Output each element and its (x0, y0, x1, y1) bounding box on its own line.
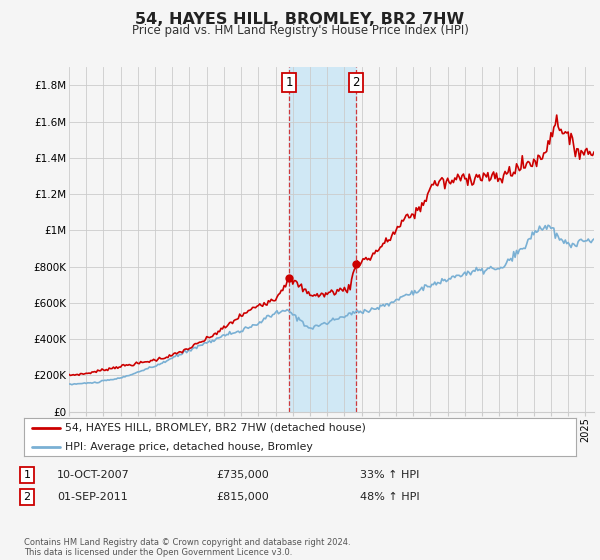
Text: £735,000: £735,000 (216, 470, 269, 480)
Bar (289, 67, 356, 412)
Text: 48% ↑ HPI: 48% ↑ HPI (360, 492, 419, 502)
Text: 54, HAYES HILL, BROMLEY, BR2 7HW: 54, HAYES HILL, BROMLEY, BR2 7HW (136, 12, 464, 27)
Text: 54, HAYES HILL, BROMLEY, BR2 7HW (detached house): 54, HAYES HILL, BROMLEY, BR2 7HW (detach… (65, 423, 366, 433)
Text: £815,000: £815,000 (216, 492, 269, 502)
Text: 1: 1 (285, 76, 293, 89)
Text: HPI: Average price, detached house, Bromley: HPI: Average price, detached house, Brom… (65, 442, 313, 452)
Text: 01-SEP-2011: 01-SEP-2011 (57, 492, 128, 502)
Text: 2: 2 (23, 492, 31, 502)
Text: Price paid vs. HM Land Registry's House Price Index (HPI): Price paid vs. HM Land Registry's House … (131, 24, 469, 36)
Text: 1: 1 (23, 470, 31, 480)
Text: 10-OCT-2007: 10-OCT-2007 (57, 470, 130, 480)
Text: 2: 2 (352, 76, 359, 89)
Text: 33% ↑ HPI: 33% ↑ HPI (360, 470, 419, 480)
Text: Contains HM Land Registry data © Crown copyright and database right 2024.
This d: Contains HM Land Registry data © Crown c… (24, 538, 350, 557)
